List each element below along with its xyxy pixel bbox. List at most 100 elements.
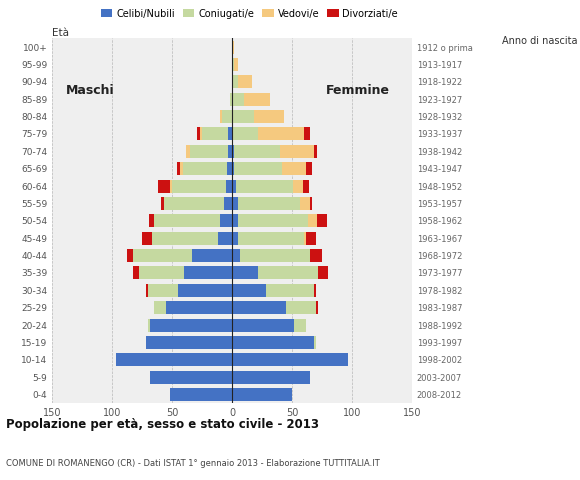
Bar xyxy=(227,162,232,175)
Bar xyxy=(232,197,238,210)
Bar xyxy=(258,266,318,279)
Bar xyxy=(220,214,232,228)
Bar xyxy=(170,388,232,401)
Bar xyxy=(150,319,232,332)
Bar xyxy=(232,127,258,141)
Bar xyxy=(200,127,202,141)
Bar xyxy=(154,301,166,314)
Bar xyxy=(310,249,322,262)
Bar xyxy=(218,232,232,245)
Bar xyxy=(286,301,316,314)
Bar xyxy=(317,214,327,228)
Bar xyxy=(232,319,294,332)
Bar xyxy=(126,249,132,262)
Bar xyxy=(238,197,300,210)
Bar xyxy=(232,93,244,106)
Bar xyxy=(232,58,234,71)
Bar xyxy=(161,197,164,210)
Bar xyxy=(186,145,190,158)
Bar xyxy=(139,266,184,279)
Bar xyxy=(146,336,232,349)
Bar xyxy=(232,180,235,192)
Bar xyxy=(307,214,317,228)
Text: Anno di nascita: Anno di nascita xyxy=(502,36,577,46)
Bar xyxy=(232,110,253,123)
Bar xyxy=(306,232,316,245)
Legend: Celibi/Nubili, Coniugati/e, Vedovi/e, Divorziati/e: Celibi/Nubili, Coniugati/e, Vedovi/e, Di… xyxy=(97,5,402,23)
Bar xyxy=(197,127,200,141)
Bar xyxy=(232,266,258,279)
Bar xyxy=(154,214,220,228)
Bar xyxy=(314,284,316,297)
Bar xyxy=(142,232,152,245)
Bar xyxy=(224,197,232,210)
Bar xyxy=(222,110,232,123)
Bar xyxy=(183,162,227,175)
Bar xyxy=(232,388,292,401)
Bar xyxy=(116,353,232,366)
Bar xyxy=(300,197,310,210)
Text: COMUNE DI ROMANENGO (CR) - Dati ISTAT 1° gennaio 2013 - Elaborazione TUTTITALIA.: COMUNE DI ROMANENGO (CR) - Dati ISTAT 1°… xyxy=(6,458,379,468)
Bar xyxy=(234,145,280,158)
Bar xyxy=(172,180,226,192)
Bar xyxy=(316,301,318,314)
Bar xyxy=(314,336,316,349)
Bar xyxy=(232,249,240,262)
Bar xyxy=(232,41,234,54)
Bar xyxy=(158,180,170,192)
Bar xyxy=(202,127,229,141)
Bar xyxy=(232,75,238,88)
Bar xyxy=(232,371,310,384)
Bar xyxy=(152,232,218,245)
Bar xyxy=(238,232,304,245)
Bar xyxy=(314,145,317,158)
Text: Femmine: Femmine xyxy=(326,84,390,97)
Bar xyxy=(235,180,293,192)
Bar xyxy=(310,197,312,210)
Bar xyxy=(234,162,282,175)
Bar xyxy=(146,284,148,297)
Bar xyxy=(294,319,306,332)
Bar xyxy=(226,180,232,192)
Bar xyxy=(177,162,180,175)
Bar xyxy=(280,145,314,158)
Bar xyxy=(184,266,232,279)
Bar xyxy=(150,371,232,384)
Bar xyxy=(234,58,238,71)
Bar xyxy=(132,266,139,279)
Bar xyxy=(170,180,172,192)
Bar xyxy=(232,284,266,297)
Bar xyxy=(178,284,232,297)
Bar xyxy=(232,301,286,314)
Bar xyxy=(266,284,314,297)
Bar xyxy=(148,319,150,332)
Bar xyxy=(293,180,303,192)
Bar xyxy=(318,266,328,279)
Bar xyxy=(238,75,252,88)
Bar xyxy=(240,249,310,262)
Bar xyxy=(232,353,348,366)
Bar xyxy=(253,110,284,123)
Text: Età: Età xyxy=(52,28,69,38)
Bar xyxy=(232,214,238,228)
Bar xyxy=(220,110,222,123)
Bar xyxy=(190,145,229,158)
Bar xyxy=(166,301,232,314)
Bar xyxy=(258,127,304,141)
Bar xyxy=(164,197,224,210)
Bar xyxy=(232,145,234,158)
Bar xyxy=(230,93,232,106)
Bar xyxy=(232,336,314,349)
Bar xyxy=(132,249,193,262)
Bar xyxy=(232,232,238,245)
Bar xyxy=(304,232,306,245)
Text: Maschi: Maschi xyxy=(66,84,115,97)
Bar xyxy=(149,214,154,228)
Bar xyxy=(229,145,232,158)
Bar xyxy=(193,249,232,262)
Bar xyxy=(304,127,310,141)
Bar xyxy=(244,93,270,106)
Bar xyxy=(282,162,306,175)
Bar xyxy=(303,180,309,192)
Bar xyxy=(232,162,234,175)
